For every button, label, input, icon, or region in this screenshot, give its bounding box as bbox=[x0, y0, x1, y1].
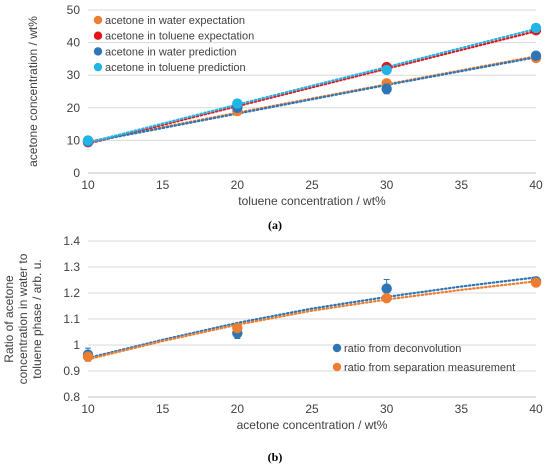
legend-marker bbox=[93, 47, 103, 56]
data-point bbox=[530, 277, 542, 288]
y-tick-label: 1.3 bbox=[63, 260, 80, 274]
y-tick-label: 1.4 bbox=[63, 234, 80, 248]
y-tick-label: 0 bbox=[73, 166, 80, 180]
y-tick-label: 1.1 bbox=[63, 312, 80, 326]
y-tick-label: 1.2 bbox=[63, 286, 80, 300]
legend-marker bbox=[93, 62, 103, 72]
data-point bbox=[82, 351, 94, 362]
legend-label: ratio from deconvolution bbox=[344, 343, 461, 355]
panel-label-b: (b) bbox=[268, 450, 283, 464]
legend-label: ratio from separation measurement bbox=[344, 362, 515, 374]
y-tick-label: 50 bbox=[67, 3, 81, 17]
x-tick-label: 10 bbox=[81, 178, 95, 192]
y-tick-label: 40 bbox=[67, 36, 81, 50]
data-point bbox=[381, 64, 392, 76]
y-axis-title: acetone concentration / wt% bbox=[26, 16, 40, 167]
trendline bbox=[86, 276, 538, 360]
data-point bbox=[530, 22, 542, 34]
y-axis-title-line: concentration in water to bbox=[16, 253, 30, 384]
data-point bbox=[82, 135, 94, 146]
x-tick-label: 20 bbox=[231, 178, 245, 192]
y-tick-label: 10 bbox=[67, 133, 81, 147]
trendline bbox=[86, 27, 538, 144]
trendline bbox=[86, 56, 538, 144]
legend-marker bbox=[93, 31, 103, 40]
x-tick-label: 20 bbox=[231, 402, 245, 416]
y-tick-label: 1 bbox=[73, 338, 80, 352]
chart-panel-b: 0.8 0.9 1 1.1 1.2 1.3 1.4 10 15 20 25 30 35 40 acetone… bbox=[2, 234, 543, 432]
y-axis-title-line: toluene phase / arb. u. bbox=[30, 259, 44, 378]
data-point bbox=[381, 283, 392, 294]
x-tick-label: 15 bbox=[156, 178, 170, 192]
legend-label: acetone in water prediction bbox=[105, 46, 236, 58]
y-tick-label: 30 bbox=[67, 68, 81, 82]
y-tick-label: 20 bbox=[67, 101, 81, 115]
x-tick-label: 10 bbox=[81, 402, 95, 416]
x-tick-label: 35 bbox=[455, 402, 469, 416]
data-point bbox=[530, 50, 542, 61]
data-point bbox=[232, 322, 243, 334]
y-tick-label: 0.9 bbox=[63, 364, 80, 378]
legend-label: acetone in toluene prediction bbox=[105, 62, 246, 74]
legend-marker bbox=[332, 362, 342, 372]
data-point bbox=[381, 293, 392, 304]
x-tick-label: 25 bbox=[305, 402, 319, 416]
legend-marker bbox=[332, 343, 342, 353]
x-tick-label: 30 bbox=[380, 178, 394, 192]
x-tick-label: 25 bbox=[305, 178, 319, 192]
x-axis-title: acetone concentration / wt% bbox=[237, 418, 388, 432]
data-point bbox=[232, 98, 243, 109]
x-axis-title: toluene concentration / wt% bbox=[238, 194, 386, 208]
y-axis-title-line: Ratio of acetone bbox=[2, 275, 16, 363]
legend-marker bbox=[93, 15, 103, 25]
x-tick-label: 40 bbox=[529, 178, 543, 192]
x-tick-label: 30 bbox=[380, 402, 394, 416]
legend-label: acetone in water expectation bbox=[105, 15, 245, 27]
y-tick-label: 0.8 bbox=[63, 390, 80, 404]
panel-label-a: (a) bbox=[268, 218, 282, 232]
x-tick-label: 40 bbox=[529, 402, 543, 416]
legend-label: acetone in toluene expectation bbox=[105, 31, 254, 43]
trendline bbox=[86, 280, 538, 361]
trendline bbox=[86, 30, 538, 145]
data-point bbox=[381, 83, 392, 95]
x-tick-label: 35 bbox=[455, 178, 469, 192]
x-tick-label: 15 bbox=[156, 402, 170, 416]
